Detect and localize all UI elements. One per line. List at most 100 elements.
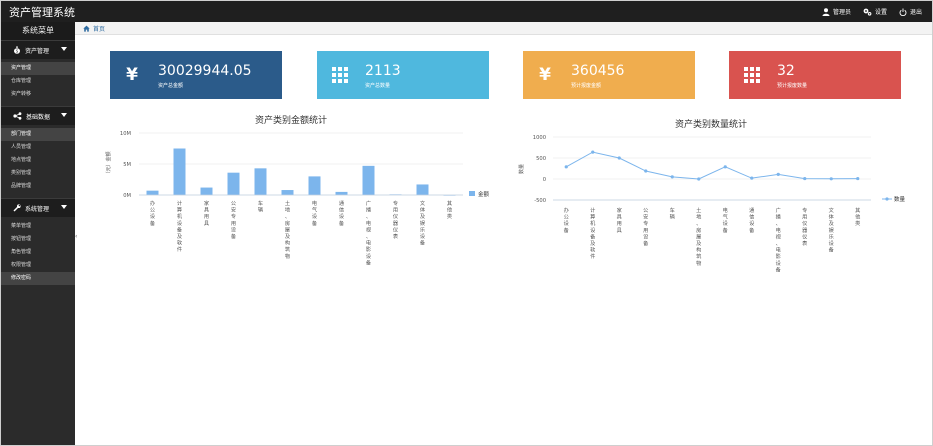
x-tick-char: 备 [366, 258, 372, 266]
admin-label: 管理员 [832, 9, 851, 16]
x-tick-char: 用 [643, 227, 648, 234]
power-icon [899, 8, 907, 16]
data-point [776, 172, 780, 176]
moneybag-icon: $ [14, 46, 20, 54]
logout-button[interactable]: 退出 [899, 7, 922, 16]
y-axis-title: （元）金额 [105, 151, 112, 176]
sidebar-item-asset-transfer[interactable]: 资产转移 [11, 91, 32, 97]
x-tick-char: 物 [696, 259, 701, 267]
legend-label: 数量 [894, 195, 906, 203]
data-point [829, 177, 833, 181]
x-tick-char: 设 [177, 219, 182, 227]
breadcrumb-home[interactable]: 首页 [83, 24, 105, 33]
x-tick-char: 算 [177, 206, 182, 214]
y-tick-label: 1000 [533, 135, 546, 141]
sidebar-item-category-management[interactable]: 类别管理 [11, 170, 32, 176]
x-tick-char: 设 [366, 252, 371, 260]
section-label: 系统管理 [25, 205, 50, 213]
data-point [750, 176, 754, 180]
section-basic-data[interactable]: 基础数据 [1, 106, 75, 125]
x-tick-char: 办 [150, 199, 155, 207]
sidebar-collapse-handle[interactable]: ‹ [75, 233, 78, 240]
x-tick-char: 表 [802, 239, 808, 247]
x-tick-char: 设 [776, 259, 781, 267]
sidebar-item-department-management[interactable]: 部门管理 [1, 128, 75, 141]
sidebar-item-asset-management[interactable]: 资产管理 [1, 62, 75, 75]
x-tick-char: 专 [643, 219, 648, 227]
card-value: 32 [777, 63, 795, 79]
bar-chart-title: 资产类别金额统计 [254, 116, 327, 126]
sidebar-item-personnel-management[interactable]: 人员管理 [11, 144, 32, 150]
sidebar-item-role-management[interactable]: 角色管理 [11, 249, 32, 255]
data-point [856, 176, 860, 181]
x-tick-char: 用 [204, 213, 209, 220]
sidebar-item-location-management[interactable]: 地点管理 [11, 157, 32, 163]
x-tick-char: 备 [829, 246, 835, 254]
section-asset-management[interactable]: $ 资产管理 [1, 40, 75, 59]
x-tick-char: 仪 [802, 234, 807, 240]
sidebar-header: 系统菜单 [1, 22, 75, 40]
bar [281, 190, 294, 195]
x-tick-char: 设 [420, 232, 425, 240]
x-tick-char: 、 [696, 221, 701, 227]
sidebar-item-warehouse-management[interactable]: 仓库管理 [11, 78, 32, 84]
section-label: 基础数据 [26, 113, 51, 121]
grid-icon [744, 67, 760, 83]
x-tick-char: 仪 [393, 227, 398, 233]
x-tick-char: 影 [776, 252, 781, 260]
x-tick-char: 家 [204, 199, 209, 207]
bar [416, 184, 429, 195]
bar-chart: 0M5M10M（元）金额办公设备计算机设备及软件家具用具公安专用设备车辆土地、房… [105, 131, 490, 266]
sidebar-item-change-password[interactable]: 修改密码 [1, 272, 75, 285]
sidebar-item-brand-management[interactable]: 品牌管理 [11, 183, 32, 189]
x-tick-char: 仪 [393, 214, 398, 220]
logout-label: 退出 [909, 9, 922, 16]
x-tick-char: 备 [749, 226, 755, 234]
x-tick-char: 播 [366, 206, 372, 214]
line-chart: -50005001000数量办公设备计算机设备及软件家具用具公安专用设备车辆土地… [518, 135, 906, 273]
stat-card-total-count: 2113 资产总数量 [317, 51, 489, 99]
bar [173, 148, 186, 195]
x-tick-char: 备 [776, 265, 782, 273]
x-tick-char: 用 [231, 220, 236, 227]
sidebar-item-button-management[interactable]: 按钮管理 [11, 236, 32, 242]
section-label: 资产管理 [25, 47, 50, 55]
x-tick-char: 其 [855, 207, 860, 214]
x-tick-char: 文 [420, 199, 426, 207]
x-tick-char: 计 [590, 206, 595, 214]
settings-label: 设置 [874, 9, 887, 16]
x-tick-char: 地 [696, 213, 701, 221]
x-tick-char: 用 [802, 214, 807, 221]
data-point [803, 176, 807, 181]
x-tick-char: 电 [776, 246, 781, 254]
bar [254, 168, 267, 195]
data-point [644, 169, 648, 173]
sidebar-item-menu-management[interactable]: 菜单管理 [11, 223, 32, 229]
x-tick-char: 他 [447, 206, 452, 214]
x-tick-char: 具 [617, 214, 622, 221]
admin-button[interactable]: 管理员 [822, 7, 851, 16]
x-tick-char: 设 [590, 226, 595, 234]
sidebar-item-permission-management[interactable]: 权限管理 [11, 262, 32, 268]
x-tick-char: 机 [590, 219, 596, 227]
stat-card-scrap-count: 32 预计报废数量 [729, 51, 901, 99]
x-tick-char: 专 [393, 199, 398, 207]
bar [308, 176, 321, 195]
top-actions: 管理员 设置 退出 [822, 1, 922, 22]
x-tick-char: 乐 [829, 233, 834, 240]
settings-button[interactable]: 设置 [863, 7, 887, 16]
section-system-management[interactable]: 系统管理 [1, 198, 75, 217]
chevron-down-icon [61, 47, 67, 51]
submenu-basic-data: 部门管理 人员管理 地点管理 类别管理 品牌管理 [1, 125, 75, 198]
